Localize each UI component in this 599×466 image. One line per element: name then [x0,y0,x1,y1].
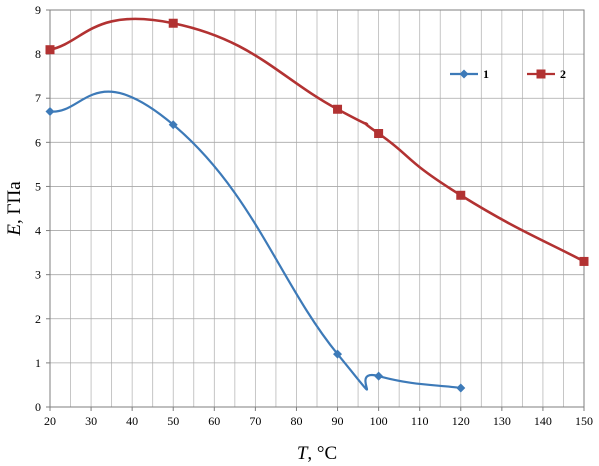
series-1 [45,90,466,393]
x-axis-variable: T [297,443,309,464]
legend-label: 1 [483,67,489,81]
series-2 [45,17,589,266]
series-2-point [579,256,589,266]
x-tick-label: 40 [126,414,138,428]
y-tick-label: 5 [35,179,41,193]
y-tick-label: 1 [35,356,41,370]
series-2-point [45,45,55,55]
x-tick-label: 110 [411,414,429,428]
series-1-point [456,383,466,393]
x-tick-label: 140 [534,414,552,428]
y-tick-label: 6 [35,135,41,149]
y-tick-label: 8 [35,47,41,61]
series-layer [45,17,589,393]
x-tick-label: 130 [493,414,511,428]
legend-swatch-marker [536,69,546,79]
series-2-point [374,129,384,139]
x-tick-label: 50 [167,414,179,428]
y-tick-label: 4 [35,224,41,238]
x-tick-label: 100 [370,414,388,428]
series-2-line [49,17,585,263]
tick-labels: 20 30 40 50 60 70 80 90 100 110 120 130 140 150012345… [35,3,593,428]
series-1-point [45,106,55,116]
y-axis-unit: , ГПа [4,181,25,224]
x-tick-label: 70 [249,414,261,428]
y-axis-title: E, ГПа [4,181,25,237]
series-1-point [168,120,178,130]
series-1-point [374,371,384,381]
x-tick-label: 20 [44,414,56,428]
legend-item-2: 2 [527,67,566,81]
x-tick-label: 60 [208,414,220,428]
series-2-point [456,190,466,200]
y-tick-label: 3 [35,268,41,282]
x-axis-unit: , °C [307,443,337,464]
axes [46,9,585,411]
series-1-point [333,349,343,359]
y-tick-label: 0 [35,400,41,414]
x-tick-label: 80 [290,414,302,428]
series-2-point [333,104,343,114]
x-tick-label: 150 [575,414,593,428]
y-axis-variable: E [4,224,25,237]
plot-frame [49,9,585,408]
x-tick-label: 90 [332,414,344,428]
legend-label: 2 [560,67,566,81]
legend-item-1: 1 [450,67,489,81]
legend-swatch-marker [459,69,469,79]
x-tick-label: 120 [452,414,470,428]
y-tick-label: 9 [35,3,41,17]
x-tick-label: 30 [85,414,97,428]
y-tick-label: 2 [35,312,41,326]
series-2-point [168,18,178,28]
y-tick-label: 7 [35,91,41,105]
grid [49,9,585,408]
x-axis-title: T, °C [297,443,337,464]
